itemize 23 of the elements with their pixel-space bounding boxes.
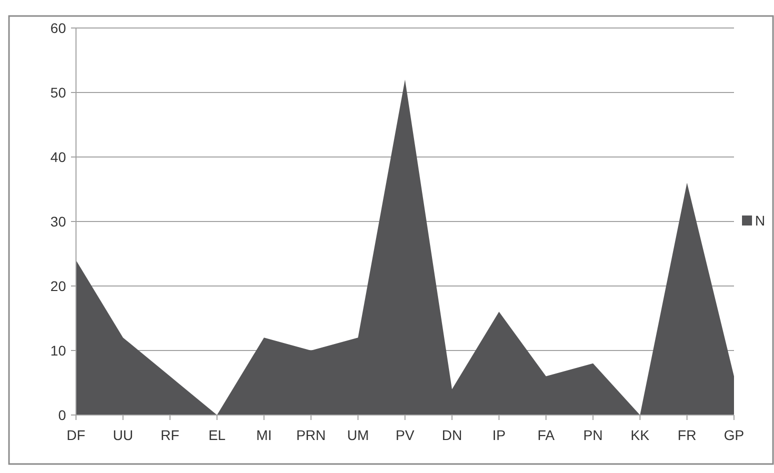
x-tick-label: FA <box>537 427 556 443</box>
y-tick-label: 50 <box>50 84 66 100</box>
x-tick-label: GP <box>724 427 744 443</box>
y-tick-label: 40 <box>50 148 66 165</box>
x-tick-label: UU <box>112 427 134 443</box>
x-tick-label: PN <box>583 427 603 443</box>
x-tick-label: EL <box>208 427 226 443</box>
x-tick-label: IP <box>492 427 506 443</box>
x-tick-label: MI <box>256 427 272 443</box>
x-tick-label: DF <box>66 427 86 443</box>
x-tick-label: UM <box>347 427 369 443</box>
x-tick-label: PRN <box>296 427 326 443</box>
x-tick-label: KK <box>630 427 650 443</box>
x-tick-label: FR <box>678 427 696 443</box>
y-tick-label: 0 <box>58 406 66 423</box>
x-tick-label: PV <box>396 427 415 443</box>
legend-label: N <box>755 212 766 228</box>
y-tick-label: 20 <box>50 278 66 294</box>
x-tick-label: DN <box>442 427 462 443</box>
y-tick-label: 10 <box>50 342 66 358</box>
y-tick-label: 30 <box>50 213 66 230</box>
y-tick-label: 60 <box>50 20 66 36</box>
x-tick-label: RF <box>160 427 180 443</box>
